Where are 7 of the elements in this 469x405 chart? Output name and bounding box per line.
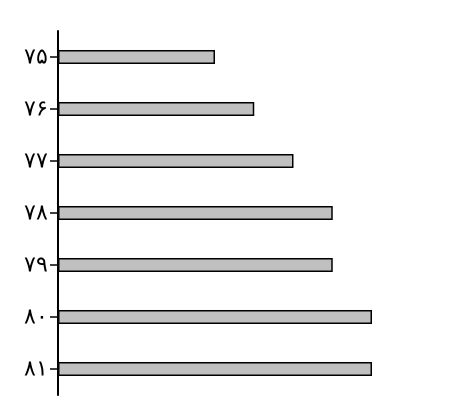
y-tick-label: ۷۸ xyxy=(24,200,48,226)
y-tick-label: ۷۷ xyxy=(24,148,48,174)
y-tick-label: ۸۱ xyxy=(24,356,48,382)
y-tick-label: ۸۰ xyxy=(24,304,48,330)
y-tick-label: ۷۹ xyxy=(24,252,48,278)
y-tick-label: ۷۶ xyxy=(24,96,48,122)
y-tick-label: ۷۵ xyxy=(24,44,48,70)
